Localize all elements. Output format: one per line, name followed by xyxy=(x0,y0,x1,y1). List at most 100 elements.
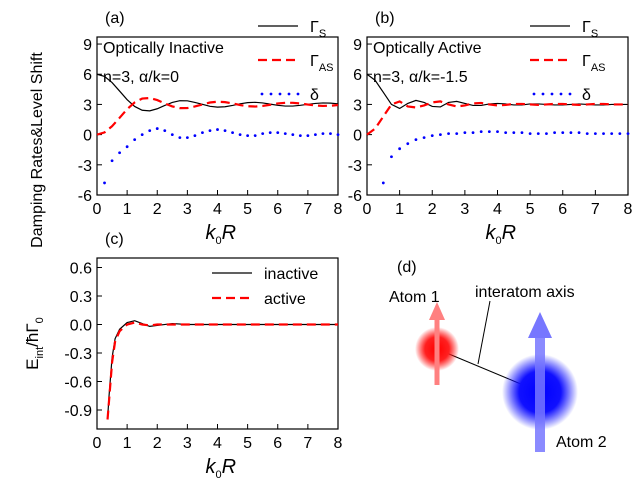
x-label-part: R xyxy=(222,456,236,478)
legend-swatch xyxy=(296,92,300,96)
data-point xyxy=(512,131,516,135)
arrow2 xyxy=(528,312,552,338)
y-tick-label: -3 xyxy=(78,158,92,175)
data-point xyxy=(193,134,197,138)
chart: 0.60.30.0-0.3-0.6-0.90 1 2 3 4 5 6 7 8k0REint/ħΓ… xyxy=(23,231,343,481)
x-tick-label: 6 xyxy=(273,435,282,452)
x-tick-label: 0 xyxy=(363,201,372,218)
data-point xyxy=(406,142,410,146)
x-tick-label: 5 xyxy=(243,435,252,452)
legend-label: δ xyxy=(582,87,591,104)
y-tick-label: -0.9 xyxy=(64,403,92,420)
data-point xyxy=(321,132,325,136)
x-tick-label: 4 xyxy=(213,201,222,218)
data-point xyxy=(439,133,442,137)
data-point xyxy=(163,129,167,132)
data-point xyxy=(125,145,129,149)
data-point xyxy=(561,131,565,135)
y-label-part: E xyxy=(23,358,42,369)
x-tick-label: 7 xyxy=(303,201,312,218)
x-tick-label: 3 xyxy=(460,201,469,218)
legend-sub: S xyxy=(591,28,598,40)
data-point xyxy=(268,131,272,135)
data-point xyxy=(545,132,548,136)
x-label-part: k xyxy=(206,456,217,478)
atom2-label: Atom 2 xyxy=(556,434,607,451)
legend-sub: S xyxy=(319,28,326,40)
x-tick-label: 5 xyxy=(243,201,252,218)
x-label-part: k xyxy=(206,222,217,244)
data-point xyxy=(103,181,106,185)
data-point xyxy=(216,128,219,131)
data-point xyxy=(223,129,227,132)
diagram: (d) Atom 1 interatom axis Atom 2 xyxy=(389,259,607,452)
panel-label: (a) xyxy=(105,10,125,27)
legend-swatch xyxy=(287,92,291,96)
x-axis-label: k0R xyxy=(206,456,237,481)
data-point xyxy=(329,132,332,136)
data-point xyxy=(336,133,340,137)
data-point xyxy=(238,133,242,137)
legend-name: δ xyxy=(310,87,319,104)
data-point xyxy=(504,131,508,135)
x-label-part: 0 xyxy=(216,469,222,481)
x-tick-label: 4 xyxy=(213,435,222,452)
legend-swatch xyxy=(559,92,563,96)
data-point xyxy=(314,133,317,137)
x-tick-label: 3 xyxy=(183,435,192,452)
y-axis-label: Damping Rates&Level Shift xyxy=(29,52,46,248)
y-tick-label: 6 xyxy=(83,67,92,84)
legend-swatch xyxy=(550,92,554,96)
data-point xyxy=(283,132,287,136)
data-point xyxy=(140,133,144,137)
data-point xyxy=(208,129,212,132)
legend-name: Γ xyxy=(310,19,319,36)
data-point xyxy=(185,136,189,140)
legend-label: δ xyxy=(310,87,319,104)
data-point xyxy=(306,134,310,138)
legend-swatch xyxy=(269,92,273,96)
data-point xyxy=(430,134,434,138)
y-tick-label: -3 xyxy=(348,158,362,175)
panel-label: (d) xyxy=(397,259,417,276)
data-point xyxy=(170,133,174,137)
data-point xyxy=(390,155,393,159)
y-tick-label: 6 xyxy=(353,67,362,84)
x-tick-label: 5 xyxy=(526,201,535,218)
y-tick-label: 9 xyxy=(353,37,362,54)
data-point xyxy=(593,132,597,136)
x-tick-label: 1 xyxy=(123,201,132,218)
legend-label: ΓAS xyxy=(582,53,606,74)
x-tick-label: 6 xyxy=(273,201,282,218)
y-tick-label: 0.0 xyxy=(70,318,92,335)
data-point xyxy=(496,130,499,133)
data-line xyxy=(366,73,628,110)
y-tick-label: 0.6 xyxy=(70,261,92,278)
legend-swatch xyxy=(260,92,264,96)
x-tick-label: 4 xyxy=(493,201,502,218)
x-label-part: R xyxy=(502,222,516,244)
y-tick-label: -6 xyxy=(348,188,362,205)
y-tick-label: 0.3 xyxy=(70,289,92,306)
data-point xyxy=(528,132,532,136)
y-tick-label: 0 xyxy=(83,128,92,145)
y-tick-label: 3 xyxy=(83,97,92,114)
data-line xyxy=(106,320,338,420)
data-point xyxy=(201,131,204,135)
data-point xyxy=(231,131,234,135)
data-point xyxy=(520,131,524,135)
legend-label: ΓAS xyxy=(310,53,334,74)
annotation: n=3, α/k=0 xyxy=(103,69,179,86)
data-point xyxy=(585,132,589,136)
data-point xyxy=(246,134,250,138)
x-tick-label: 2 xyxy=(153,201,162,218)
data-point xyxy=(487,130,491,133)
legend-name: δ xyxy=(582,87,591,104)
x-tick-label: 1 xyxy=(123,435,132,452)
y-tick-label: 3 xyxy=(353,97,362,114)
legend-name: active xyxy=(264,291,306,308)
legend-label: inactive xyxy=(264,266,318,283)
